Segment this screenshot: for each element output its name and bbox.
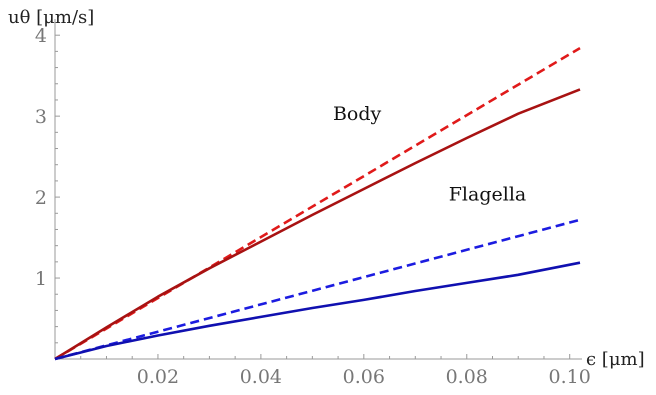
y-tick-label: 4 xyxy=(35,25,47,47)
annotation-flagella: Flagella xyxy=(449,183,526,205)
series-line-2 xyxy=(54,88,581,361)
y-tick-label: 3 xyxy=(35,106,47,128)
x-tick-label: 0.06 xyxy=(343,366,385,388)
series-layer xyxy=(54,46,581,361)
y-tick-label: 1 xyxy=(35,268,47,290)
annotation-body: Body xyxy=(333,103,382,125)
y-axis-label: uθ [μm/s] xyxy=(8,7,94,28)
series-line-4 xyxy=(54,261,581,361)
x-tick-label: 0.08 xyxy=(446,366,488,388)
x-tick-label: 0.04 xyxy=(240,366,282,388)
series-line-3 xyxy=(54,218,581,361)
labels-layer: Body Flagella xyxy=(333,103,526,205)
x-tick-label: 0.02 xyxy=(137,366,179,388)
axes: 0.02 0.04 0.06 0.08 0.10 1 2 3 4uθ [μm/s] ϵ [μm] xyxy=(8,7,645,388)
x-axis-label: ϵ [μm] xyxy=(586,349,645,370)
x-tick-label: 0.10 xyxy=(549,366,591,388)
y-tick-label: 2 xyxy=(35,187,47,209)
